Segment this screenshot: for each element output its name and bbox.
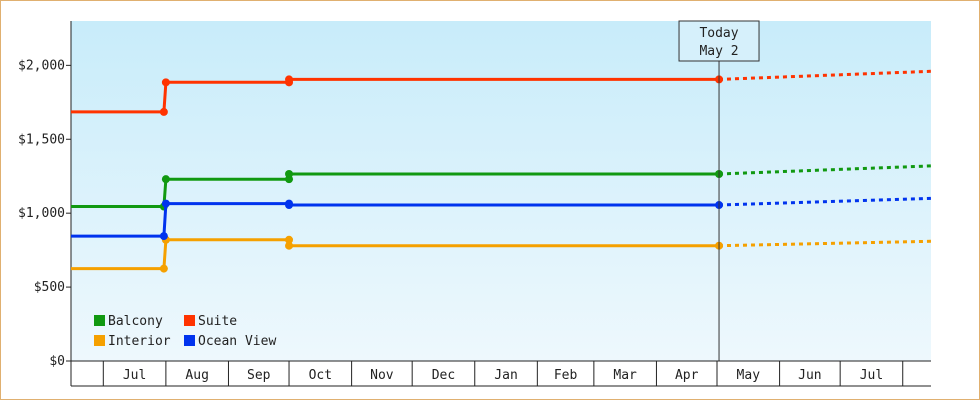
data-point-ocean-view xyxy=(285,201,294,210)
data-point-suite xyxy=(285,75,294,84)
y-tick-label: $1,000 xyxy=(18,206,65,221)
series-line-ocean-view xyxy=(71,202,719,238)
series-forecast-suite xyxy=(718,69,932,81)
series-lines xyxy=(71,69,932,273)
data-point-interior xyxy=(159,264,168,273)
month-label: Jun xyxy=(798,368,821,383)
data-point-balcony xyxy=(285,170,294,178)
legend-label-interior: Interior xyxy=(108,334,171,349)
month-label: Jan xyxy=(494,368,517,383)
legend-swatch-suite xyxy=(184,315,195,326)
month-label: Feb xyxy=(554,368,578,383)
legend-swatch-ocean-view xyxy=(184,335,195,346)
y-axis: $0 $500 $1,000 $1,500 $2,000 xyxy=(18,21,72,386)
legend-label-suite: Suite xyxy=(198,314,237,329)
today-marker: Today May 2 xyxy=(678,20,760,361)
month-label: Dec xyxy=(432,368,455,383)
month-label: Jul xyxy=(860,368,883,383)
y-tick-label: $1,500 xyxy=(18,132,65,147)
month-label: Aug xyxy=(185,368,208,383)
data-point-ocean-view xyxy=(159,232,168,241)
y-tick-label: $0 xyxy=(49,354,65,369)
month-label: Jul xyxy=(123,368,146,383)
legend-swatch-interior xyxy=(94,335,105,346)
legend-swatch-balcony xyxy=(94,315,105,326)
data-point-ocean-view xyxy=(161,199,170,208)
plot-area xyxy=(71,21,931,361)
month-label: Nov xyxy=(370,368,394,383)
month-label: Oct xyxy=(309,368,332,383)
today-label: Today xyxy=(699,26,738,41)
month-label: Apr xyxy=(675,368,699,383)
x-axis: Jul Aug Sep Oct Nov Dec Jan Feb Mar Apr May Jun Jul xyxy=(71,360,931,387)
data-point-interior xyxy=(285,241,294,250)
legend-label-ocean-view: Ocean View xyxy=(198,334,276,349)
today-callout-box xyxy=(678,20,760,62)
month-label: May xyxy=(737,368,761,383)
series-line-balcony xyxy=(71,172,719,208)
legend: Balcony Suite Interior Ocean View xyxy=(94,314,276,349)
today-date: May 2 xyxy=(699,44,738,59)
series-forecast-interior xyxy=(718,239,932,248)
y-tick-label: $500 xyxy=(34,280,65,295)
data-point-balcony xyxy=(161,175,170,184)
data-point-interior xyxy=(285,235,294,244)
series-line-interior xyxy=(71,238,719,271)
month-label: Sep xyxy=(247,368,271,383)
data-point-suite xyxy=(159,107,168,116)
series-forecast-balcony xyxy=(718,164,932,176)
legend-label-balcony: Balcony xyxy=(108,314,163,329)
series-line-suite xyxy=(71,77,719,114)
series-forecast-ocean-view xyxy=(718,196,932,207)
data-point-suite xyxy=(161,78,170,87)
month-label: Mar xyxy=(613,368,637,383)
y-tick-label: $2,000 xyxy=(18,58,65,73)
